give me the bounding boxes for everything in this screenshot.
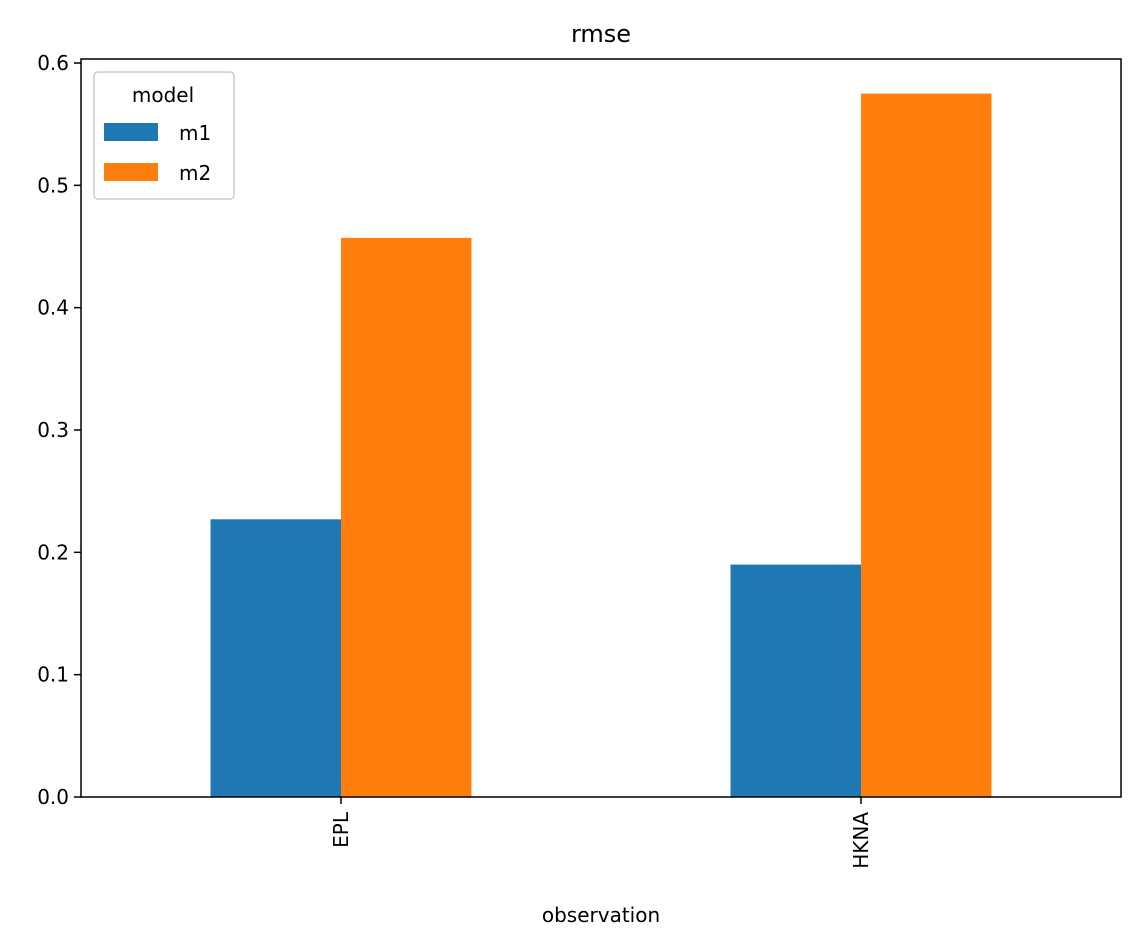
legend-swatch-m1 (104, 123, 158, 141)
y-tick-label-0.2: 0.2 (37, 540, 69, 564)
y-tick-label-0.6: 0.6 (37, 51, 69, 75)
x-tick-label-EPL: EPL (329, 811, 353, 848)
bars-group (210, 93, 992, 798)
legend: model m1 m2 (93, 71, 235, 200)
y-axis: 0.0 0.1 0.2 0.3 0.4 0.5 0.6 (37, 51, 81, 809)
legend-label-m1: m1 (179, 121, 211, 145)
y-tick-label-0.0: 0.0 (37, 785, 69, 809)
bar-m1-HKNA (730, 564, 861, 797)
legend-title: model (132, 83, 194, 107)
x-tick-label-HKNA: HKNA (849, 812, 873, 869)
plot-frame (80, 58, 1122, 798)
legend-swatch-m2 (104, 163, 158, 181)
y-tick-label-0.3: 0.3 (37, 418, 69, 442)
x-axis-label: observation (542, 903, 660, 927)
y-tick-label-0.5: 0.5 (37, 173, 69, 197)
x-axis: EPL HKNA (329, 797, 873, 869)
y-tick-label-0.1: 0.1 (37, 663, 69, 687)
bar-m2-HKNA (861, 93, 992, 798)
y-tick-label-0.4: 0.4 (37, 296, 69, 320)
legend-label-m2: m2 (179, 161, 211, 185)
chart-title: rmse (571, 20, 631, 48)
bar-m2-EPL (341, 237, 472, 797)
bar-m1-EPL (210, 519, 341, 797)
